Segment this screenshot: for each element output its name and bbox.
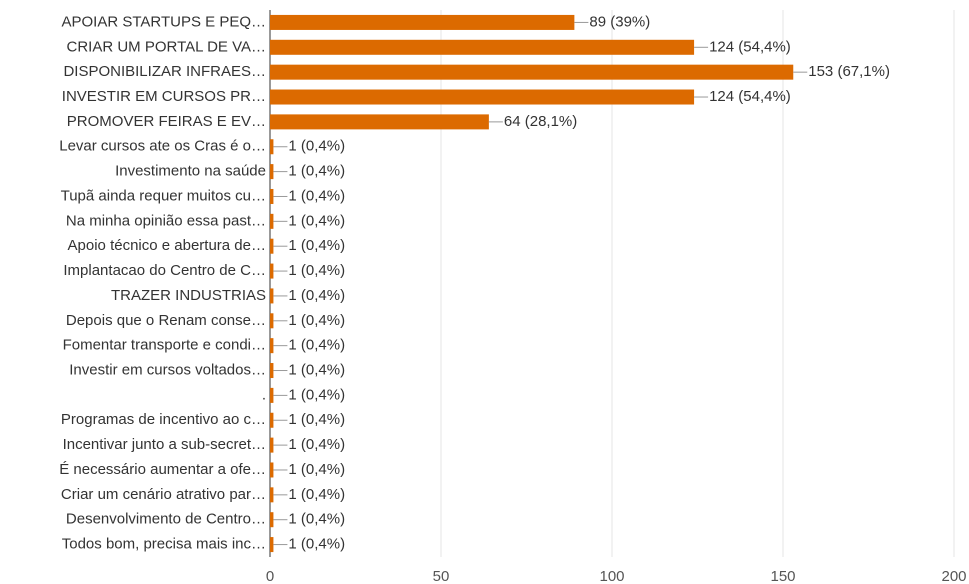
y-tick-label: Levar cursos ate os Cras é o… [59,138,266,155]
data-label: 1 (0,4%) [288,187,345,204]
bar [270,412,274,428]
y-tick-label: Desenvolvimento de Centro… [66,511,266,528]
data-label: 1 (0,4%) [288,212,345,229]
data-label: 1 (0,4%) [288,361,345,378]
y-tick-label: Implantacao do Centro de C… [63,262,266,279]
y-tick-label: Programas de incentivo ao c… [61,411,266,428]
data-label: 1 (0,4%) [288,237,345,254]
bar [270,462,274,478]
y-tick-label: . [262,386,266,403]
data-label: 1 (0,4%) [288,386,345,403]
bar [270,387,274,403]
y-tick-label: DISPONIBILIZAR INFRAES… [63,63,266,80]
data-label: 1 (0,4%) [288,536,345,553]
y-tick-label: APOIAR STARTUPS E PEQ… [62,13,267,30]
y-tick-label: INVESTIR EM CURSOS PR… [62,88,266,105]
bar [270,338,274,354]
data-label: 1 (0,4%) [288,461,345,478]
y-tick-label: Depois que o Renam conse… [66,312,266,329]
y-tick-label: CRIAR UM PORTAL DE VA… [67,38,266,55]
x-tick-label: 150 [770,568,795,584]
bar [270,238,274,254]
bar [270,64,794,80]
y-tick-label: Investir em cursos voltados… [69,361,266,378]
bar [270,487,274,503]
data-label: 153 (67,1%) [808,63,890,80]
x-tick-label: 0 [266,568,274,584]
data-label: 1 (0,4%) [288,163,345,180]
data-label: 1 (0,4%) [288,312,345,329]
bar [270,437,274,453]
y-tick-label: Investimento na saúde [115,163,266,180]
bar [270,114,489,130]
bar [270,313,274,329]
y-tick-label: TRAZER INDUSTRIAS [111,287,266,304]
bar [270,537,274,553]
y-tick-label: Fomentar transporte e condi… [63,337,266,354]
x-tick-label: 100 [599,568,624,584]
data-label: 64 (28,1%) [504,113,577,130]
x-tick-label: 200 [941,568,966,584]
y-tick-label: Incentivar junto a sub-secret… [63,436,266,453]
bar [270,263,274,279]
bar [270,363,274,379]
y-tick-label: É necessário aumentar a ofe… [59,461,266,478]
bar [270,139,274,155]
data-label: 1 (0,4%) [288,436,345,453]
bar [270,512,274,528]
bar [270,14,575,30]
y-tick-label: Apoio técnico e abertura de… [68,237,266,254]
data-label: 1 (0,4%) [288,511,345,528]
data-label: 1 (0,4%) [288,138,345,155]
data-label: 1 (0,4%) [288,411,345,428]
bar [270,164,274,180]
y-tick-label: PROMOVER FEIRAS E EV… [67,113,266,130]
y-tick-label: Na minha opinião essa past… [66,212,266,229]
bar [270,213,274,229]
bar [270,288,274,304]
x-tick-label: 50 [433,568,450,584]
data-label: 1 (0,4%) [288,287,345,304]
data-label: 89 (39%) [589,13,650,30]
bar [270,89,695,105]
data-label: 124 (54,4%) [709,88,791,105]
y-tick-label: Tupã ainda requer muitos cu… [61,187,266,204]
data-label: 1 (0,4%) [288,337,345,354]
data-label: 124 (54,4%) [709,38,791,55]
y-tick-label: Criar um cenário atrativo par… [61,486,266,503]
bar [270,39,695,55]
data-label: 1 (0,4%) [288,486,345,503]
bar [270,188,274,204]
data-label: 1 (0,4%) [288,262,345,279]
y-tick-label: Todos bom, precisa mais inc… [62,536,266,553]
